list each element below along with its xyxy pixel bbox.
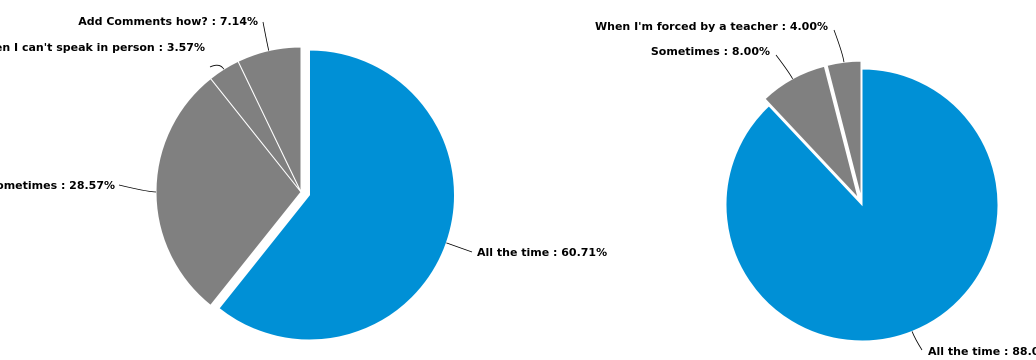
pie-slice[interactable] bbox=[764, 65, 859, 199]
label-leader-line bbox=[833, 29, 845, 63]
pie-chart-left: All the time : 60.71% Sometimes : 28.57% W… bbox=[0, 15, 607, 341]
label-leader-line bbox=[118, 184, 157, 193]
label-leader-line bbox=[775, 54, 793, 80]
slice-label: When I can't speak in person : 3.57% bbox=[0, 41, 205, 54]
pie-chart-right: All the time : 88.00% Sometimes : 8.00% Wh… bbox=[595, 20, 1036, 358]
label-leader-line bbox=[209, 64, 225, 70]
slice-label: All the time : 60.71% bbox=[477, 246, 607, 259]
label-leader-line bbox=[262, 21, 270, 51]
slice-label: All the time : 88.00% bbox=[928, 345, 1036, 358]
label-leader-line bbox=[911, 331, 923, 351]
slice-label: Add Comments how? : 7.14% bbox=[78, 15, 258, 28]
pie-slice[interactable] bbox=[237, 46, 302, 193]
label-leader-line bbox=[446, 242, 473, 253]
pie-slice[interactable] bbox=[725, 68, 999, 342]
slice-label: Sometimes : 28.57% bbox=[0, 179, 115, 192]
slice-label: When I'm forced by a teacher : 4.00% bbox=[595, 20, 828, 33]
pie-slice[interactable] bbox=[826, 60, 862, 198]
pie-slice[interactable] bbox=[155, 77, 302, 307]
slice-label: Sometimes : 8.00% bbox=[651, 45, 770, 58]
